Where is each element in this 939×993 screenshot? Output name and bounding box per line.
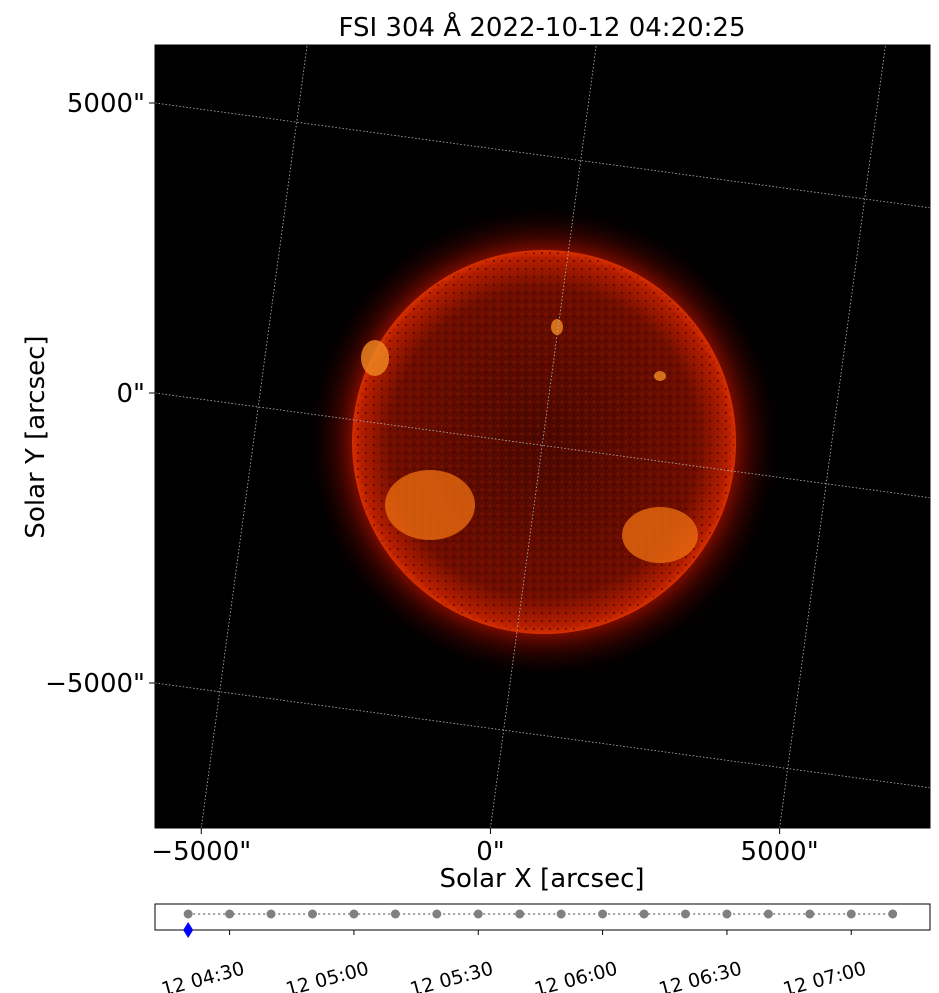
timeline-point [639, 909, 649, 919]
timeline-point [598, 909, 608, 919]
grid-line [155, 102, 930, 209]
y-axis-label: Solar Y [arcsec] [21, 335, 51, 538]
timeline-point [763, 909, 773, 919]
timeline-point [390, 909, 400, 919]
x-tick-label: 12 05:00 [283, 958, 371, 993]
sun-texture [354, 252, 734, 632]
bright-point [551, 319, 563, 335]
y-tick-label: 0" [116, 379, 145, 409]
x-tick-label: 12 04:30 [159, 958, 247, 993]
timeline-point [432, 909, 442, 919]
timeline-point [680, 909, 690, 919]
current-marker [183, 922, 194, 938]
timeline-point [556, 909, 566, 919]
timeline-point [307, 909, 317, 919]
timeline-point [722, 909, 732, 919]
timeline-frame [154, 903, 931, 931]
x-axis-label: Solar X [arcsec] [439, 864, 644, 894]
active-region [622, 507, 698, 563]
grid-line [779, 45, 886, 828]
x-tick-label: 5000" [741, 837, 819, 867]
timeline-point [225, 909, 235, 919]
x-tick-label: 12 06:00 [532, 958, 620, 993]
y-tick-label: −5000" [45, 669, 145, 699]
timeline-point [515, 909, 525, 919]
x-tick-label: 12 06:30 [656, 958, 744, 993]
timeline-point [183, 909, 193, 919]
x-tick-label: 12 07:00 [781, 958, 869, 993]
timeline-point [805, 909, 815, 919]
prominence [361, 340, 389, 376]
timeline-point [846, 909, 856, 919]
image-area [155, 45, 930, 828]
timeline-point [266, 909, 276, 919]
timeline-point [473, 909, 483, 919]
x-tick-label: 0" [476, 837, 505, 867]
x-tick-label: 12 05:30 [408, 958, 496, 993]
timeline-point [888, 909, 898, 919]
x-tick-label: −5000" [151, 837, 251, 867]
grid-line [155, 682, 930, 789]
bright-point [654, 371, 666, 381]
active-region [385, 470, 475, 540]
grid-line [200, 45, 308, 828]
timeline-point [349, 909, 359, 919]
grid-line [490, 45, 597, 828]
plot-frame [154, 44, 931, 829]
grid-line [155, 392, 930, 499]
y-tick-label: 5000" [67, 89, 145, 119]
chart-title: FSI 304 Å 2022-10-12 04:20:25 [338, 11, 745, 43]
